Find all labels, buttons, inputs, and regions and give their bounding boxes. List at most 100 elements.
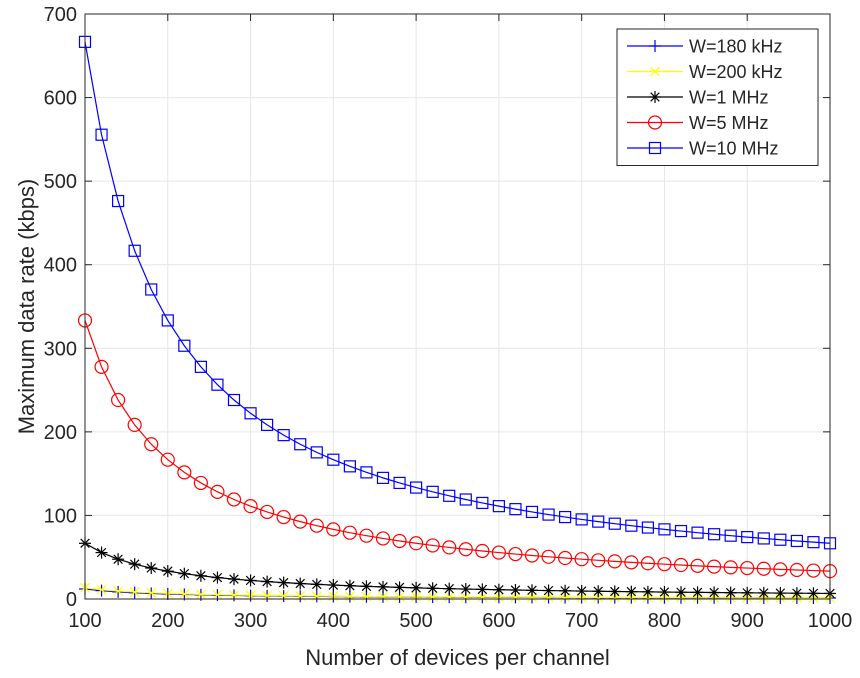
data-point	[624, 555, 639, 570]
data-point	[195, 589, 206, 600]
x-tick-label: 500	[399, 610, 432, 632]
data-point	[442, 540, 457, 555]
data-point	[658, 523, 671, 536]
y-tick-label: 100	[44, 505, 77, 527]
data-point	[427, 591, 438, 602]
data-point	[243, 499, 258, 514]
legend-item: W=1 MHz	[627, 88, 769, 108]
data-point	[508, 546, 523, 562]
data-point	[740, 560, 755, 576]
data-point	[160, 452, 175, 467]
data-point	[724, 586, 737, 599]
data-point	[510, 592, 521, 603]
data-point	[724, 529, 737, 542]
data-point	[95, 546, 108, 559]
data-point	[443, 489, 456, 502]
data-point	[261, 418, 274, 431]
data-point	[673, 557, 689, 573]
data-point	[591, 553, 606, 568]
data-point	[756, 561, 771, 576]
data-point	[244, 407, 257, 420]
data-point	[524, 548, 540, 563]
data-point	[327, 579, 340, 592]
y-tick-label: 600	[44, 88, 77, 110]
data-point	[459, 493, 472, 506]
data-point	[227, 393, 241, 407]
data-point	[111, 392, 126, 408]
data-point	[426, 582, 439, 595]
data-point	[640, 556, 655, 571]
data-point	[443, 582, 456, 595]
data-point	[128, 558, 141, 571]
data-point	[708, 528, 721, 541]
legend-item: W=5 MHz	[627, 113, 769, 133]
data-point	[343, 460, 356, 473]
data-point	[393, 581, 406, 594]
series-5	[78, 35, 837, 550]
data-point	[410, 481, 423, 494]
data-point	[425, 538, 440, 553]
data-point	[359, 528, 374, 543]
data-point	[210, 484, 225, 499]
data-point	[807, 587, 820, 600]
data-point	[144, 437, 159, 452]
y-tick-label: 300	[44, 338, 77, 360]
data-point	[509, 503, 522, 516]
data-point	[226, 492, 242, 507]
series-4	[77, 313, 838, 579]
data-point	[309, 518, 324, 533]
data-point	[394, 591, 405, 602]
data-point	[293, 514, 308, 529]
x-tick-label: 400	[317, 610, 350, 632]
data-point	[193, 475, 208, 491]
data-point	[343, 579, 356, 592]
legend-item: W=10 MHz	[627, 139, 779, 159]
series-line	[84, 542, 831, 595]
data-point	[178, 567, 191, 580]
data-point	[806, 563, 821, 578]
data-point	[161, 314, 174, 327]
data-point	[625, 585, 638, 598]
x-tick-label: 800	[648, 610, 681, 632]
data-point	[161, 565, 174, 578]
data-point	[460, 592, 471, 602]
data-point	[261, 575, 274, 588]
data-point	[691, 586, 704, 599]
legend-label: W=10 MHz	[689, 139, 779, 159]
data-point	[444, 592, 455, 602]
x-tick-label: 700	[565, 610, 598, 632]
y-tick-label: 700	[44, 4, 77, 26]
data-point	[377, 580, 389, 593]
data-point	[707, 559, 722, 574]
data-point	[723, 560, 738, 575]
data-point	[378, 591, 388, 602]
data-point	[211, 571, 224, 584]
data-point	[789, 562, 804, 578]
data-point	[458, 542, 473, 557]
data-point	[476, 496, 489, 510]
x-tick-label: 900	[731, 610, 764, 632]
data-point	[95, 128, 108, 141]
data-point	[559, 510, 572, 524]
series-line	[84, 320, 831, 572]
data-point	[807, 536, 820, 549]
data-point	[360, 580, 373, 593]
data-point	[360, 466, 373, 479]
x-tick-label: 1000	[808, 610, 853, 632]
data-point	[592, 515, 605, 528]
x-axis-label: Number of devices per channel	[305, 645, 610, 670]
x-tick-label: 200	[151, 610, 184, 632]
data-point	[310, 578, 323, 591]
data-point	[492, 500, 505, 513]
data-point	[426, 485, 439, 498]
data-point	[608, 517, 621, 530]
data-point	[112, 194, 125, 208]
data-point	[277, 429, 290, 442]
data-point	[410, 581, 423, 594]
data-point	[641, 521, 654, 534]
series-line	[84, 41, 831, 544]
data-point	[96, 584, 107, 595]
series-3	[79, 537, 836, 600]
data-point	[342, 525, 357, 540]
